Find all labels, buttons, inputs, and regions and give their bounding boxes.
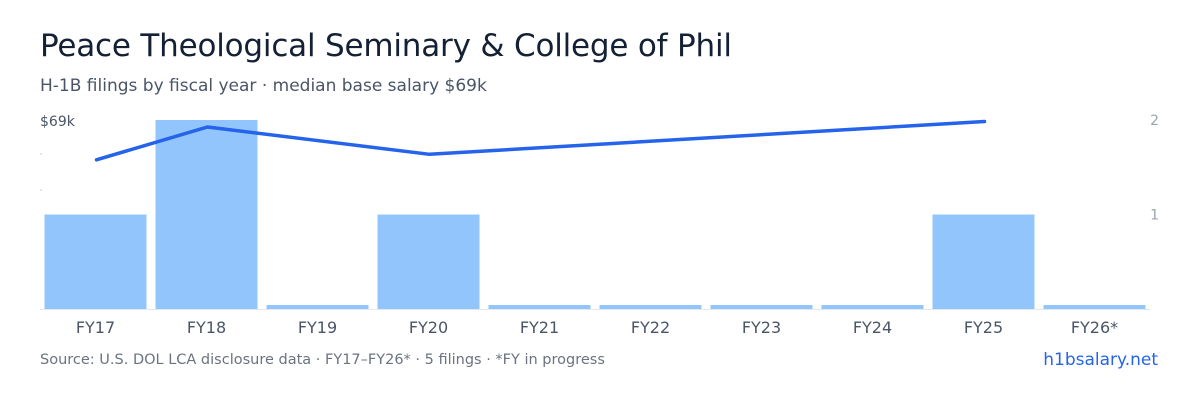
bar-FY20 [377,214,480,309]
x-tick-label: FY21 [520,318,559,337]
x-tick-label: FY25 [964,318,1003,337]
left-axis-tick-dot [40,189,42,191]
source-note: Source: U.S. DOL LCA disclosure data · F… [40,352,605,368]
bar-FY25 [932,214,1035,309]
x-tick-label: FY20 [409,318,448,337]
x-axis: FY17 FY18 FY19 FY20 FY21 FY22 FY23 FY24 FY25 FY26… [76,318,1118,337]
bar-FY22 [599,305,702,309]
chart-subtitle: H-1B filings by fiscal year · median bas… [40,76,487,96]
x-tick-label: FY17 [76,318,115,337]
right-axis: 21 [1150,113,1159,224]
x-tick-label: FY23 [742,318,781,337]
left-axis: $69k [40,114,76,191]
bar-FY26 [1043,305,1146,309]
bar-FY17 [44,214,147,309]
bar-FY24 [821,305,924,309]
left-axis-tick-label: $69k [40,114,76,130]
x-tick-label: FY24 [853,318,892,337]
bar-FY19 [266,305,369,309]
right-axis-tick-label: 1 [1150,208,1159,224]
x-tick-label: FY19 [298,318,337,337]
x-tick-label: FY26* [1071,318,1118,337]
right-axis-tick-label: 2 [1150,113,1159,129]
chart-title: Peace Theological Seminary & College of … [40,28,732,64]
x-tick-label: FY22 [631,318,670,337]
line-group [94,119,987,162]
salary-line [94,119,987,162]
left-axis-tick-dot [40,153,42,155]
brand-link[interactable]: h1bsalary.net [1043,350,1158,370]
bar-FY23 [710,305,813,309]
bar-FY18 [155,120,258,309]
x-tick-label: FY18 [187,318,226,337]
bars-group [40,120,1150,310]
bar-FY21 [488,305,591,309]
